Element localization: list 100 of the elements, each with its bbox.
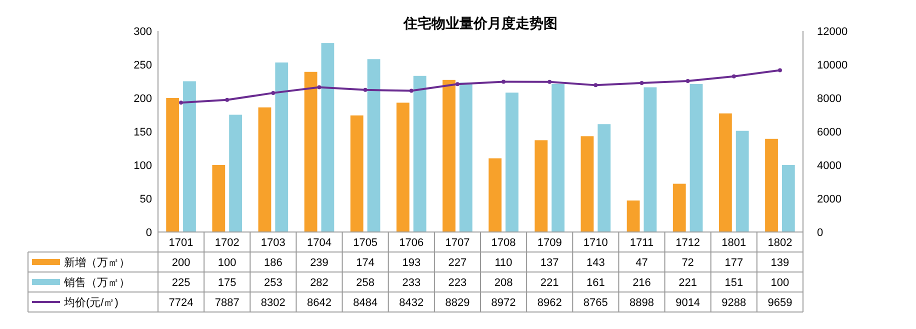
data-label: 8829 bbox=[445, 296, 470, 309]
bar bbox=[690, 84, 703, 232]
data-label: 151 bbox=[724, 276, 744, 289]
y2-tick-label: 6000 bbox=[817, 126, 842, 138]
data-label: 8484 bbox=[353, 296, 378, 309]
point bbox=[548, 80, 552, 84]
data-label: 193 bbox=[402, 256, 421, 269]
x-tick-label: 1704 bbox=[307, 236, 332, 249]
x-tick-label: 1701 bbox=[168, 236, 194, 249]
x-tick-label: 1711 bbox=[630, 236, 654, 249]
y-tick-label: 150 bbox=[134, 126, 152, 138]
x-tick-label: 1802 bbox=[768, 236, 792, 249]
bar bbox=[580, 136, 594, 232]
legend-label: 新增（万㎡） bbox=[64, 256, 130, 269]
point bbox=[686, 79, 690, 84]
bar bbox=[275, 62, 288, 232]
data-label: 72 bbox=[682, 256, 694, 269]
data-label: 8898 bbox=[630, 296, 654, 309]
x-tick-label: 1706 bbox=[399, 236, 424, 249]
bar bbox=[644, 87, 657, 232]
bar bbox=[765, 138, 778, 232]
data-label: 8432 bbox=[399, 296, 424, 309]
bar bbox=[718, 113, 732, 232]
data-label: 9288 bbox=[722, 296, 746, 309]
data-label: 161 bbox=[586, 276, 605, 289]
x-tick-label: 1705 bbox=[353, 236, 378, 249]
point bbox=[732, 74, 736, 78]
bar bbox=[350, 115, 364, 232]
data-label: 8642 bbox=[307, 296, 332, 309]
y-tick-label: 50 bbox=[140, 193, 152, 206]
data-label: 8302 bbox=[260, 296, 286, 309]
data-label: 9014 bbox=[676, 296, 700, 309]
bar bbox=[229, 114, 242, 232]
data-label: 8765 bbox=[583, 296, 608, 309]
y2-tick-label: 8000 bbox=[817, 92, 842, 105]
y-tick-label: 200 bbox=[134, 92, 152, 105]
data-label: 100 bbox=[770, 276, 790, 289]
data-label: 139 bbox=[770, 256, 790, 269]
chart-title: 住宅物业量价月度走势图 bbox=[402, 15, 558, 31]
data-label: 8972 bbox=[491, 296, 516, 309]
bar bbox=[552, 84, 565, 232]
data-label: 7724 bbox=[168, 296, 194, 309]
data-label: 282 bbox=[310, 276, 328, 289]
point bbox=[225, 98, 230, 102]
x-tick-label: 1708 bbox=[491, 236, 516, 249]
y2-tick-label: 0 bbox=[817, 226, 824, 239]
bar bbox=[782, 165, 795, 232]
bar bbox=[534, 140, 548, 232]
bar bbox=[598, 124, 611, 232]
data-label: 200 bbox=[172, 256, 190, 269]
data-label: 9659 bbox=[768, 296, 792, 309]
bar bbox=[183, 81, 196, 232]
data-label: 8962 bbox=[537, 296, 562, 309]
data-label: 110 bbox=[494, 256, 512, 269]
bar bbox=[626, 200, 640, 232]
bar bbox=[488, 158, 502, 232]
point bbox=[640, 80, 644, 85]
data-label: 233 bbox=[402, 276, 421, 289]
bar bbox=[321, 43, 334, 232]
bar bbox=[166, 98, 180, 232]
x-tick-label: 1709 bbox=[537, 236, 562, 249]
bar bbox=[258, 107, 272, 232]
data-label: 175 bbox=[218, 276, 236, 289]
data-label: 186 bbox=[264, 256, 282, 269]
x-tick-label: 1712 bbox=[676, 236, 700, 249]
bar bbox=[367, 59, 380, 232]
point bbox=[778, 68, 782, 72]
data-label: 174 bbox=[356, 256, 374, 269]
y-tick-label: 300 bbox=[134, 26, 152, 38]
y2-tick-label: 10000 bbox=[817, 59, 848, 72]
x-tick-label: 1707 bbox=[445, 236, 470, 249]
x-tick-label: 1702 bbox=[214, 236, 240, 249]
data-label: 208 bbox=[494, 276, 513, 289]
point bbox=[363, 88, 368, 92]
data-label: 239 bbox=[310, 256, 328, 269]
bar bbox=[396, 102, 410, 232]
point bbox=[594, 83, 598, 88]
data-label: 258 bbox=[356, 276, 374, 289]
y-tick-label: 250 bbox=[134, 59, 152, 72]
y2-tick-label: 4000 bbox=[817, 160, 842, 172]
point bbox=[271, 90, 276, 95]
bar bbox=[672, 184, 686, 232]
bar bbox=[736, 130, 749, 232]
y2-tick-label: 12000 bbox=[817, 26, 848, 38]
data-label: 221 bbox=[540, 276, 559, 289]
y2-tick-label: 2000 bbox=[817, 193, 842, 206]
data-label: 47 bbox=[636, 256, 648, 269]
data-label: 223 bbox=[448, 276, 467, 289]
bar bbox=[459, 82, 472, 232]
x-tick-label: 1703 bbox=[260, 236, 286, 249]
x-tick-label: 1801 bbox=[722, 236, 746, 249]
point bbox=[502, 80, 506, 84]
point bbox=[409, 88, 414, 93]
point bbox=[179, 100, 184, 105]
point bbox=[455, 82, 460, 86]
data-label: 7887 bbox=[214, 296, 240, 309]
data-label: 253 bbox=[264, 276, 282, 289]
data-label: 227 bbox=[448, 256, 467, 269]
y-tick-label: 0 bbox=[146, 226, 152, 239]
data-label: 225 bbox=[172, 276, 190, 289]
